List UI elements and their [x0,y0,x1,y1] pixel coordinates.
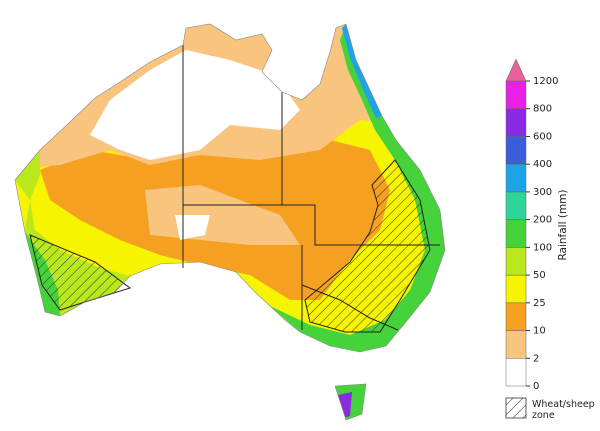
colorbar-label: 800 [533,104,552,115]
colorbar-label: 50 [533,270,546,281]
colorbar-bin [505,136,527,165]
colorbar-bin [505,80,527,109]
colorbar-bin [505,330,527,359]
colorbar-over [505,58,527,82]
hatch-label: Wheat/sheep zone [532,399,595,421]
rain-none-2 [175,215,210,240]
hatch-swatch [505,397,527,419]
colorbar-bin [505,358,527,387]
colorbar-bin [505,219,527,248]
colorbar-label: 2 [533,353,539,364]
colorbar-label: 600 [533,131,552,142]
colorbar-label: 1200 [533,76,558,87]
colorbar-label: 300 [533,187,552,198]
colorbar-label: 200 [533,215,552,226]
state-border [183,204,440,246]
colorbar-bin [505,247,527,276]
legend: 0 2 10 25 50 100 200 300 400 600 800 1200 Rainfall (… [505,58,569,419]
colorbar-label: 100 [533,242,552,253]
coastline [14,23,446,421]
rain-tas-purple [338,392,352,418]
colorbar-label: 25 [533,298,546,309]
rainfall-map [15,24,445,420]
rain-none [90,50,300,160]
zone-outline [304,159,431,333]
wheat-sheep-zone [30,235,130,310]
colorbar-bin [505,108,527,137]
colorbar-label: 0 [533,381,539,392]
colorbar-label: 400 [533,159,552,170]
colorbar-label: 10 [533,326,546,337]
colorbar-bin [505,302,527,331]
colorbar-bin [505,274,527,304]
borders [29,45,440,333]
state-border [301,284,399,331]
colorbar-title: Rainfall (mm) [557,189,569,260]
colorbar-bin [505,163,527,193]
colorbar-bin [505,191,527,220]
wheat-sheep-zone [305,160,430,332]
